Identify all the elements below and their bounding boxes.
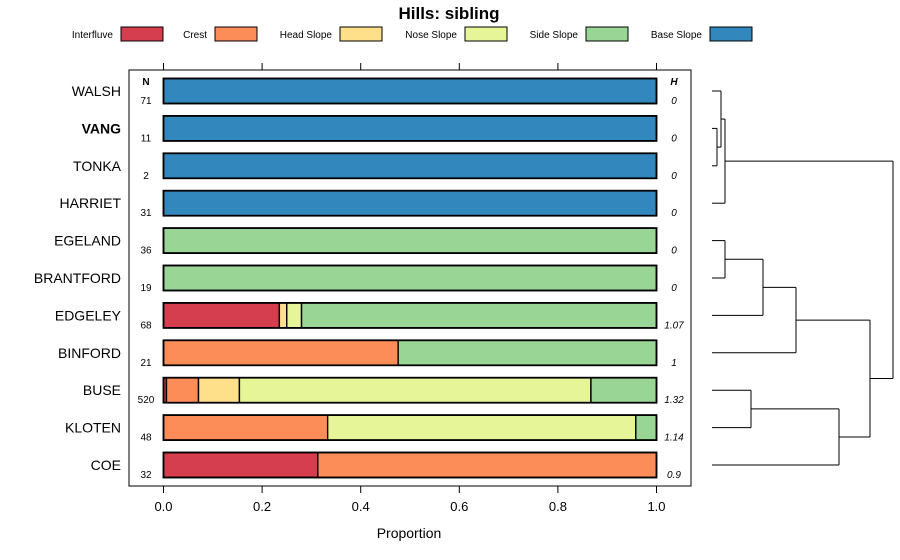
row-n: 520 xyxy=(138,395,155,406)
legend-label: Nose Slope xyxy=(405,30,457,41)
bar-segment xyxy=(590,377,658,404)
row-label: HARRIET xyxy=(60,195,122,211)
bar-segment xyxy=(162,414,329,441)
row-label: EDGELEY xyxy=(55,307,122,323)
row-n: 19 xyxy=(140,283,152,294)
row-h: 0 xyxy=(671,208,677,219)
legend-label: Interfluve xyxy=(72,30,114,41)
row-h: 1.14 xyxy=(664,433,684,444)
row-h: 0 xyxy=(671,133,677,144)
bar-outline xyxy=(162,227,658,255)
chart-title: Hills: sibling xyxy=(398,4,499,23)
row-n: 68 xyxy=(140,320,152,331)
row-h: 0 xyxy=(671,96,677,107)
row-n: 21 xyxy=(140,358,152,369)
row-n: 48 xyxy=(140,433,152,444)
bar-segment xyxy=(326,414,637,441)
bar-outline xyxy=(162,376,658,404)
row-n: 36 xyxy=(140,246,152,257)
bar-outline xyxy=(162,152,658,180)
bar-segment xyxy=(162,77,658,105)
bar-segment xyxy=(162,302,281,329)
row-h: 0 xyxy=(671,171,677,182)
bar-outline xyxy=(162,414,658,442)
bar-segment xyxy=(278,302,288,329)
legend-label: Side Slope xyxy=(530,30,579,41)
legend-swatch xyxy=(214,26,258,42)
legend: Interfluve Crest Head Slope Nose Slope Side … xyxy=(72,26,753,42)
bar-segment xyxy=(165,377,200,404)
row-label: BUSE xyxy=(83,382,121,398)
bar-outline xyxy=(162,115,658,142)
row-label: KLOTEN xyxy=(65,420,121,436)
bar-outline xyxy=(162,189,658,217)
bar-segment xyxy=(317,451,658,479)
bar-segment xyxy=(162,339,399,366)
row-h: 0.9 xyxy=(667,470,681,481)
dendrogram xyxy=(712,90,894,466)
row-h: 0 xyxy=(671,283,677,294)
bar-outline xyxy=(162,264,658,292)
x-tick-label: 1.0 xyxy=(647,499,665,514)
row-label: BINFORD xyxy=(58,345,121,361)
bar-segment xyxy=(197,377,241,404)
row-label: EGELAND xyxy=(54,233,121,249)
row-h: 1.07 xyxy=(664,320,684,331)
n-header: N xyxy=(142,77,149,88)
bar-outline xyxy=(162,301,658,329)
legend-swatch xyxy=(464,26,508,42)
row-n: 11 xyxy=(141,133,152,144)
bar-segment xyxy=(397,339,658,366)
legend-swatch xyxy=(709,26,753,42)
row-n: 71 xyxy=(140,96,152,107)
bar-segment xyxy=(162,189,658,217)
row-h: 0 xyxy=(671,246,677,257)
bar-outline xyxy=(162,339,658,367)
x-tick-label: 0.8 xyxy=(549,499,567,514)
legend-label: Base Slope xyxy=(651,30,703,41)
x-tick-label: 0.0 xyxy=(154,499,172,514)
row-n: 2 xyxy=(143,171,149,182)
x-axis-label: Proportion xyxy=(377,525,442,541)
plot-area: 0.0 0.2 0.4 0.6 0.8 1.0 Proportion N H WALSH 71 0 VA… xyxy=(34,63,692,541)
row-label: BRANTFORD xyxy=(34,270,121,286)
bar-segment xyxy=(635,414,658,441)
row-n: 31 xyxy=(140,208,152,219)
row-h: 1.32 xyxy=(664,395,684,406)
row-n: 32 xyxy=(140,470,152,481)
bar-segment xyxy=(300,302,658,329)
row-label: VANG xyxy=(82,120,122,136)
plot-frame xyxy=(128,69,692,487)
x-tick-label: 0.2 xyxy=(253,499,271,514)
h-header: H xyxy=(670,77,678,88)
bar-outline xyxy=(162,451,658,479)
bar-segment xyxy=(162,451,319,479)
row-label: TONKA xyxy=(73,158,122,174)
bar-segment xyxy=(162,264,658,292)
row-label: WALSH xyxy=(72,83,121,99)
x-tick-label: 0.6 xyxy=(450,499,468,514)
bar-segment xyxy=(162,227,658,254)
bar-segment xyxy=(162,115,658,142)
legend-label: Head Slope xyxy=(280,30,333,41)
legend-label: Crest xyxy=(183,30,207,41)
x-tick-label: 0.4 xyxy=(352,499,370,514)
bar-segment xyxy=(162,152,658,180)
bar-segment xyxy=(238,377,592,404)
bar-outline xyxy=(162,77,658,105)
legend-swatch xyxy=(120,26,164,42)
row-h: 1 xyxy=(671,358,677,369)
legend-swatch xyxy=(339,26,383,42)
legend-swatch xyxy=(585,26,629,42)
bar-segment xyxy=(286,302,303,329)
row-label: COE xyxy=(91,457,121,473)
